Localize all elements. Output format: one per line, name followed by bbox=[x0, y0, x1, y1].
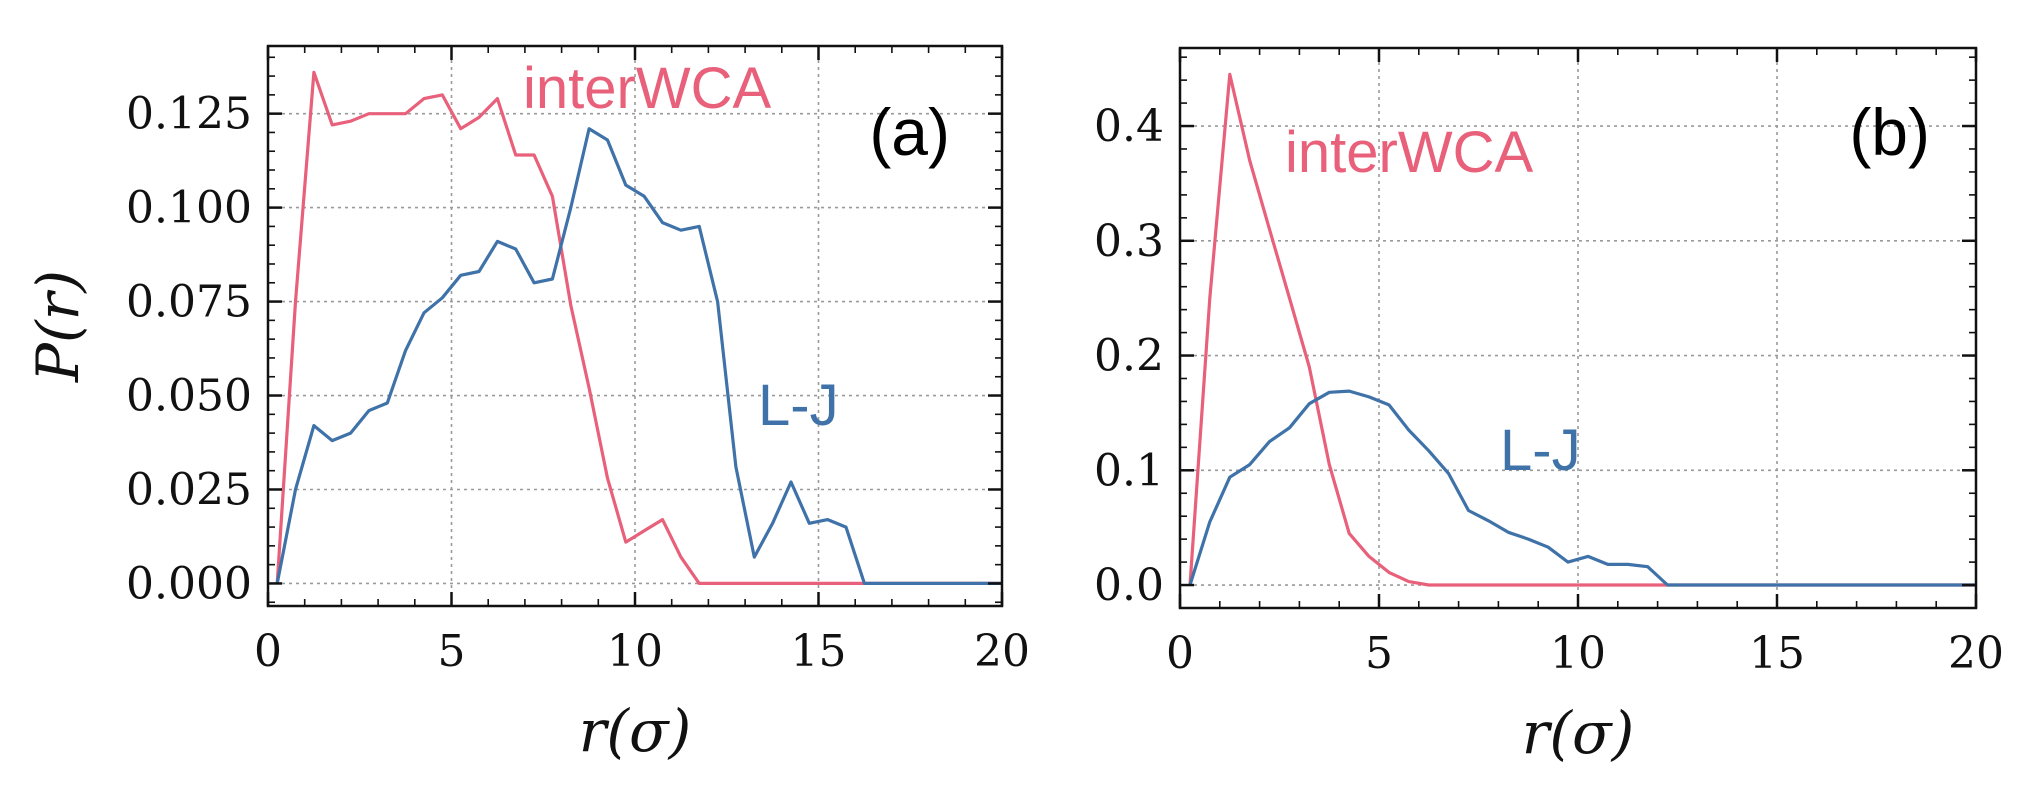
panel-a: 0 5 10 15 20 0.000 0.025 0.050 0.075 0.100 0.125 r(… bbox=[24, 44, 1030, 765]
y-axis-label: P(r) bbox=[24, 270, 92, 383]
x-axis-label: r(σ) bbox=[579, 697, 692, 765]
x-axis-label: r(σ) bbox=[1522, 699, 1635, 767]
x-tick-label: 20 bbox=[974, 626, 1030, 677]
y-tick-label: 0.4 bbox=[1094, 101, 1164, 152]
y-tick-label: 0.2 bbox=[1094, 331, 1164, 382]
x-tick-label: 0 bbox=[1166, 628, 1194, 679]
y-tick-label: 0.050 bbox=[126, 371, 252, 422]
y-tick-label: 0.3 bbox=[1094, 216, 1164, 267]
y-tick-label: 0.025 bbox=[126, 464, 252, 515]
y-tick-label: 0.0 bbox=[1094, 560, 1164, 611]
x-tick-label: 10 bbox=[1550, 628, 1606, 679]
series-line-lj bbox=[1188, 389, 1976, 587]
panel-label: (b) bbox=[1849, 95, 1930, 169]
x-tick-label: 5 bbox=[1365, 628, 1393, 679]
panel-b: 0 5 10 15 20 0.0 0.1 0.2 0.3 0.4 r(σ) (b) interWCA L-… bbox=[1094, 46, 2004, 767]
series-annotation-interwca: interWCA bbox=[1285, 120, 1533, 185]
y-tick-label: 0.125 bbox=[126, 89, 252, 140]
x-tick-label: 0 bbox=[254, 626, 282, 677]
series-annotation-lj: L-J bbox=[1500, 418, 1581, 483]
x-tick-label: 5 bbox=[438, 626, 466, 677]
panel-label: (a) bbox=[869, 95, 950, 169]
series-annotation-interwca: interWCA bbox=[523, 56, 771, 121]
y-tick-label: 0.1 bbox=[1094, 445, 1164, 496]
x-tick-label: 15 bbox=[791, 626, 847, 677]
y-tick-label: 0.100 bbox=[126, 183, 252, 234]
y-tick-label: 0.075 bbox=[126, 277, 252, 328]
y-tick-label: 0.000 bbox=[126, 558, 252, 609]
series-line-lj bbox=[275, 127, 1002, 586]
series-annotation-lj: L-J bbox=[758, 373, 839, 438]
x-tick-label: 15 bbox=[1749, 628, 1805, 679]
x-tick-label: 10 bbox=[607, 626, 663, 677]
x-tick-label: 20 bbox=[1948, 628, 2004, 679]
series-line-interwca bbox=[1188, 72, 1976, 587]
series-line-interwca bbox=[275, 70, 1002, 586]
